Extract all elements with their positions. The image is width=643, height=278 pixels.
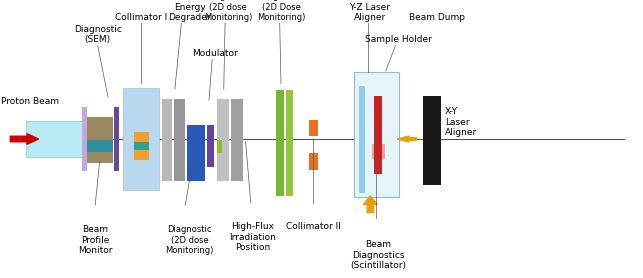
Bar xyxy=(207,125,214,167)
Text: Beam
Diagnostics
(Scintillator): Beam Diagnostics (Scintillator) xyxy=(350,240,406,270)
Bar xyxy=(162,99,172,181)
Bar xyxy=(114,107,119,171)
Bar xyxy=(217,140,222,153)
Bar xyxy=(134,132,149,160)
Bar xyxy=(87,140,113,152)
Text: Collimator I: Collimator I xyxy=(115,13,168,22)
Bar xyxy=(134,142,149,150)
Text: Y-Z Laser
Aligner: Y-Z Laser Aligner xyxy=(349,3,390,22)
Text: Diagnostic
(2D dose
Monitoring): Diagnostic (2D dose Monitoring) xyxy=(165,225,214,255)
Text: Beam Dump: Beam Dump xyxy=(409,13,466,22)
Bar xyxy=(123,88,159,190)
FancyArrow shape xyxy=(363,196,377,213)
Bar xyxy=(87,117,113,163)
Bar xyxy=(187,125,205,181)
Bar xyxy=(423,96,441,185)
Text: Beam
Profile
Monitor: Beam Profile Monitor xyxy=(78,225,113,255)
Text: Diagnostic
(SEM): Diagnostic (SEM) xyxy=(74,25,122,44)
Text: Proton Beam: Proton Beam xyxy=(1,97,59,106)
FancyArrow shape xyxy=(10,134,39,144)
Bar xyxy=(276,90,284,196)
Text: Diagnostic
(2D Dose
Monitoring): Diagnostic (2D Dose Monitoring) xyxy=(257,0,306,22)
Bar xyxy=(26,121,84,157)
Text: Collimator II: Collimator II xyxy=(285,222,341,231)
Bar xyxy=(286,90,293,196)
Bar xyxy=(231,99,243,181)
Bar xyxy=(354,72,399,197)
Text: Energy
Degrader: Energy Degrader xyxy=(168,3,211,22)
Text: Modulator: Modulator xyxy=(192,49,239,58)
Bar xyxy=(174,99,185,181)
Bar xyxy=(309,120,318,136)
Bar xyxy=(372,144,385,159)
Bar xyxy=(309,153,318,170)
Text: Sample Holder: Sample Holder xyxy=(365,36,432,44)
Bar xyxy=(359,86,365,193)
Text: High-Flux
Irradiation
Position: High-Flux Irradiation Position xyxy=(230,222,276,252)
Text: X-Y
Laser
Aligner: X-Y Laser Aligner xyxy=(445,107,477,137)
FancyArrow shape xyxy=(397,136,417,142)
Text: Diagnostic
(2D dose
Monitoring): Diagnostic (2D dose Monitoring) xyxy=(204,0,253,22)
Bar xyxy=(217,99,229,181)
Bar xyxy=(82,107,87,171)
Bar xyxy=(374,96,382,174)
